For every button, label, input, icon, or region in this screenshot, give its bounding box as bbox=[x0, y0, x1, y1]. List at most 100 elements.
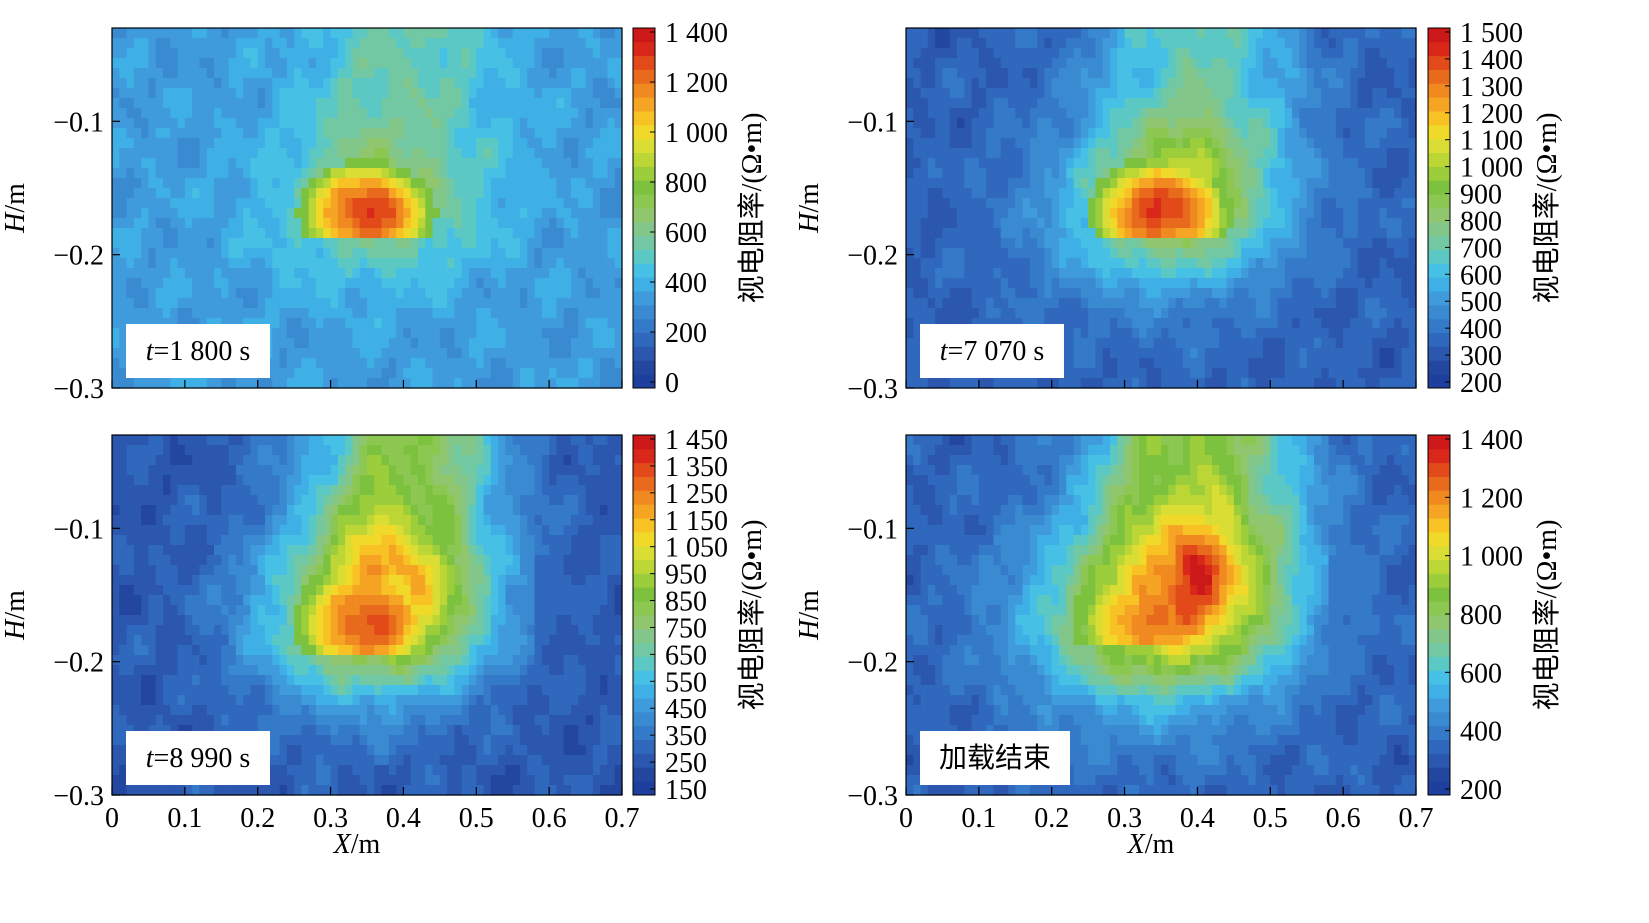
heatmap-cell bbox=[308, 48, 317, 59]
heatmap-cell bbox=[425, 188, 434, 199]
heatmap-cell bbox=[323, 198, 332, 209]
heatmap-cell bbox=[1241, 288, 1250, 299]
heatmap-cell bbox=[148, 68, 157, 79]
heatmap-cell bbox=[257, 98, 266, 109]
heatmap-cell bbox=[1095, 78, 1104, 89]
heatmap-cell bbox=[1080, 48, 1089, 59]
heatmap-cell bbox=[483, 238, 492, 249]
heatmap-cell bbox=[483, 118, 492, 129]
heatmap-cell bbox=[927, 208, 936, 219]
heatmap-cell bbox=[192, 268, 201, 279]
heatmap-cell bbox=[490, 168, 499, 179]
heatmap-cell bbox=[614, 218, 623, 229]
heatmap-cell bbox=[1102, 178, 1111, 189]
heatmap-cell bbox=[396, 88, 405, 99]
heatmap-cell bbox=[592, 158, 601, 169]
heatmap-cell bbox=[1241, 268, 1250, 279]
heatmap-cell bbox=[935, 298, 944, 309]
heatmap-cell bbox=[1321, 208, 1330, 219]
heatmap-cell bbox=[469, 288, 477, 299]
heatmap-cell bbox=[541, 138, 550, 149]
heatmap-cell bbox=[439, 68, 448, 79]
heatmap-cell bbox=[388, 348, 397, 359]
heatmap-cell bbox=[1029, 28, 1038, 39]
heatmap-cell bbox=[1270, 38, 1279, 49]
heatmap-cell bbox=[978, 118, 987, 129]
heatmap-cell bbox=[949, 178, 958, 189]
heatmap-cell bbox=[1051, 178, 1060, 189]
heatmap-cell bbox=[1408, 198, 1417, 209]
heatmap-cell bbox=[374, 188, 383, 199]
heatmap-cell bbox=[272, 238, 281, 249]
heatmap-cell bbox=[410, 108, 419, 119]
heatmap-cell bbox=[374, 148, 383, 159]
heatmap-cell bbox=[1190, 218, 1199, 229]
heatmap-cell bbox=[1044, 278, 1053, 289]
heatmap-cell bbox=[1168, 48, 1177, 59]
heatmap-cell bbox=[119, 378, 128, 389]
heatmap-cell bbox=[1000, 38, 1009, 49]
heatmap-cell bbox=[294, 278, 303, 289]
heatmap-cell bbox=[541, 168, 550, 179]
heatmap-cell bbox=[1190, 118, 1199, 129]
heatmap-cell bbox=[1095, 228, 1104, 239]
heatmap-cell bbox=[323, 48, 332, 59]
heatmap-cell bbox=[381, 118, 390, 129]
heatmap-cell bbox=[1299, 98, 1308, 109]
heatmap-cell bbox=[505, 68, 514, 79]
heatmap-cell bbox=[1270, 28, 1279, 39]
heatmap-cell bbox=[578, 158, 587, 169]
heatmap-cell bbox=[1102, 188, 1111, 199]
heatmap-cell bbox=[447, 78, 456, 89]
heatmap-cell bbox=[286, 308, 295, 319]
heatmap-cell bbox=[388, 138, 397, 149]
heatmap-cell bbox=[345, 348, 354, 359]
heatmap-cell bbox=[614, 208, 623, 219]
heatmap-cell bbox=[592, 358, 601, 369]
heatmap-cell bbox=[359, 348, 368, 359]
heatmap-cell bbox=[192, 118, 201, 129]
heatmap-cell bbox=[469, 238, 477, 249]
heatmap-cell bbox=[1080, 298, 1089, 309]
heatmap-cell bbox=[1277, 268, 1286, 279]
heatmap-cell bbox=[563, 378, 572, 389]
heatmap-cell bbox=[1357, 338, 1366, 349]
heatmap-cell bbox=[250, 168, 259, 179]
heatmap-cell bbox=[571, 378, 579, 389]
heatmap-cell bbox=[964, 238, 973, 249]
heatmap-cell bbox=[184, 218, 193, 229]
heatmap-cell bbox=[490, 298, 499, 309]
heatmap-cell bbox=[1233, 228, 1242, 239]
heatmap-cell bbox=[330, 208, 339, 219]
heatmap-cell bbox=[1131, 278, 1140, 289]
heatmap-cell bbox=[345, 108, 354, 119]
heatmap-cell bbox=[1000, 88, 1009, 99]
heatmap-cell bbox=[1292, 68, 1301, 79]
heatmap-cell bbox=[432, 168, 441, 179]
heatmap-cell bbox=[403, 298, 412, 309]
heatmap-cell bbox=[563, 98, 572, 109]
heatmap-cell bbox=[418, 88, 426, 99]
heatmap-cell bbox=[381, 138, 390, 149]
heatmap-cell bbox=[337, 178, 346, 189]
heatmap-cell bbox=[265, 298, 273, 309]
heatmap-cell bbox=[1270, 218, 1279, 229]
heatmap-cell bbox=[192, 108, 201, 119]
heatmap-cell bbox=[1102, 168, 1111, 179]
heatmap-cell bbox=[978, 178, 987, 189]
heatmap-cell bbox=[600, 328, 609, 339]
heatmap-cell bbox=[1255, 348, 1264, 359]
heatmap-cell bbox=[316, 328, 324, 339]
heatmap-cell bbox=[1139, 138, 1148, 149]
heatmap-cell bbox=[549, 338, 558, 349]
heatmap-cell bbox=[367, 78, 375, 89]
heatmap-cell bbox=[199, 28, 208, 39]
heatmap-cell bbox=[294, 58, 303, 69]
heatmap-cell bbox=[1051, 238, 1060, 249]
heatmap-cell bbox=[1372, 278, 1381, 289]
heatmap-cell bbox=[1051, 98, 1060, 109]
heatmap-cell bbox=[352, 138, 361, 149]
heatmap-cell bbox=[323, 308, 332, 319]
heatmap-cell bbox=[1088, 28, 1097, 39]
heatmap-cell bbox=[549, 68, 558, 79]
